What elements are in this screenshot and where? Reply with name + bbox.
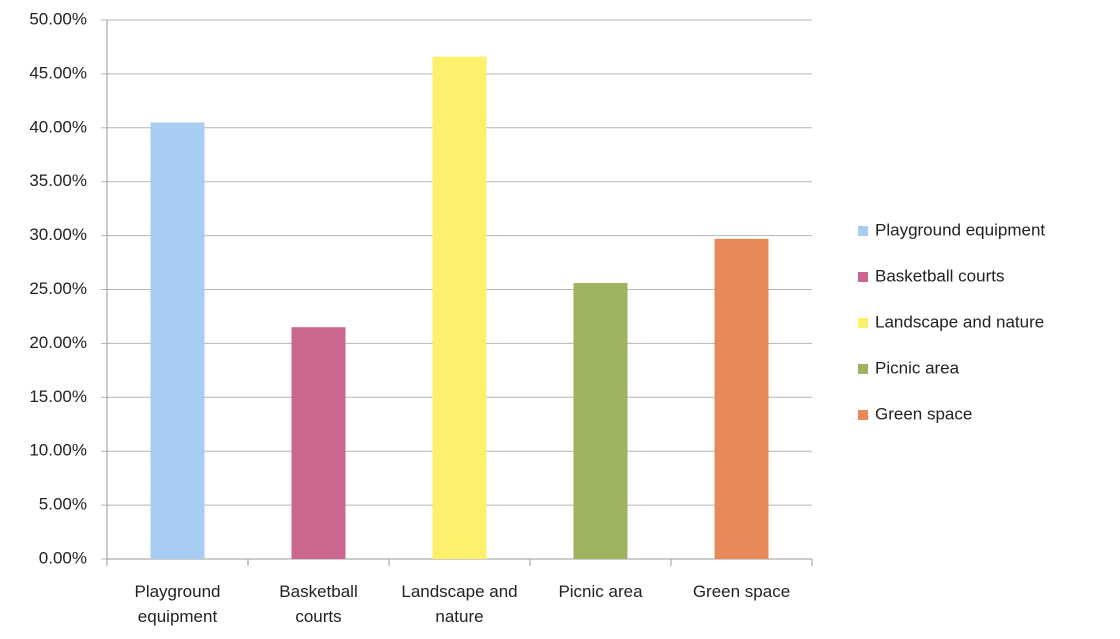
legend-swatch bbox=[858, 272, 868, 282]
legend-label: Green space bbox=[875, 404, 972, 423]
y-tick-label: 0.00% bbox=[39, 548, 87, 567]
bar bbox=[573, 283, 628, 559]
legend-swatch bbox=[858, 226, 868, 236]
y-tick-label: 5.00% bbox=[39, 495, 87, 514]
legend-label: Basketball courts bbox=[875, 266, 1004, 285]
legend-label: Picnic area bbox=[875, 358, 960, 377]
y-tick-label: 30.00% bbox=[29, 225, 87, 244]
y-tick-label: 20.00% bbox=[29, 333, 87, 352]
y-tick-label: 10.00% bbox=[29, 441, 87, 460]
x-tick-label: Green space bbox=[692, 582, 791, 601]
legend-swatch bbox=[858, 410, 868, 420]
bar bbox=[150, 122, 205, 559]
x-tick-label: Landscape and nature bbox=[401, 582, 518, 626]
legend-label: Playground equipment bbox=[875, 220, 1045, 239]
x-tick-label: Picnic area bbox=[558, 582, 643, 601]
legend-label: Landscape and nature bbox=[875, 312, 1044, 331]
bar bbox=[291, 327, 346, 559]
legend-swatch bbox=[858, 364, 868, 374]
legend-swatch bbox=[858, 318, 868, 328]
y-tick-label: 45.00% bbox=[29, 63, 87, 82]
y-tick-label: 50.00% bbox=[29, 9, 87, 28]
y-tick-label: 15.00% bbox=[29, 387, 87, 406]
bar bbox=[714, 238, 769, 560]
y-tick-label: 25.00% bbox=[29, 279, 87, 298]
bar bbox=[432, 56, 487, 559]
y-tick-label: 35.00% bbox=[29, 171, 87, 190]
x-tick-label: Playground equipment bbox=[134, 582, 221, 626]
x-tick-label: Basketball courts bbox=[279, 582, 358, 626]
y-tick-label: 40.00% bbox=[29, 117, 87, 136]
